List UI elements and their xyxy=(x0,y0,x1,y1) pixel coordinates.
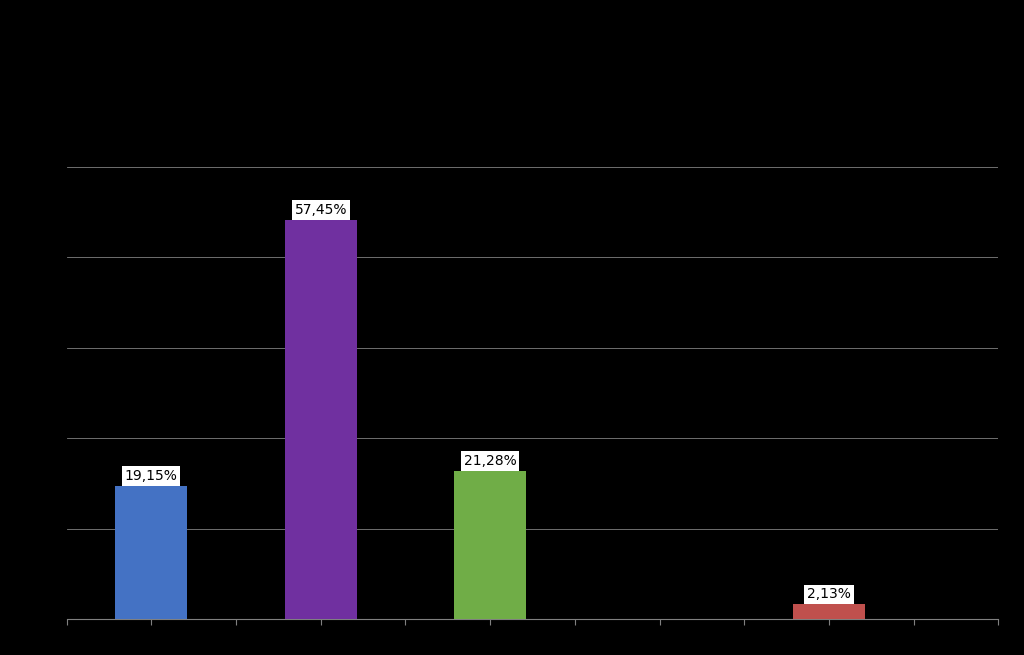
Bar xyxy=(793,604,865,619)
Bar xyxy=(454,471,526,619)
Bar xyxy=(116,486,187,619)
Text: 57,45%: 57,45% xyxy=(295,203,347,217)
Bar xyxy=(285,219,356,619)
Text: 19,15%: 19,15% xyxy=(125,469,178,483)
Text: 21,28%: 21,28% xyxy=(464,454,516,468)
Text: 2,13%: 2,13% xyxy=(807,588,851,601)
